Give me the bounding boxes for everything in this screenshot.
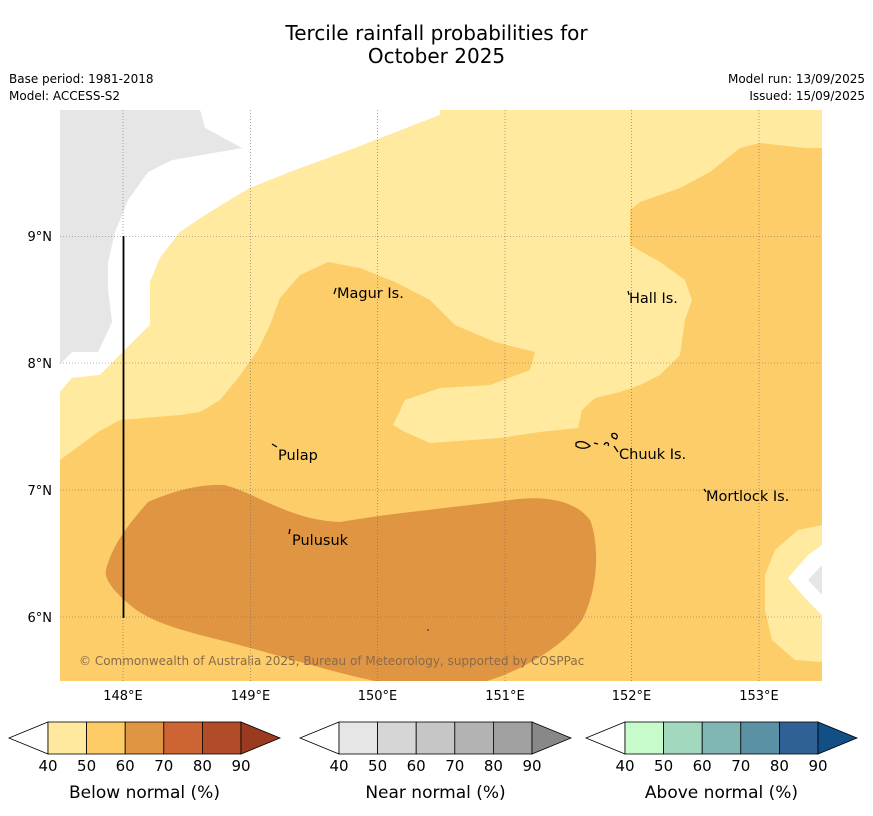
title-line-2: October 2025: [367, 44, 506, 68]
legend-tick-label: 50: [77, 757, 96, 775]
legend-tick-label: 80: [484, 757, 503, 775]
legend-tick-label: 80: [770, 757, 789, 775]
legend-tick-label: 60: [407, 757, 426, 775]
legend-tick-label: 40: [38, 757, 57, 775]
legend-underflow-triangle: [584, 721, 626, 755]
copyright-note: © Commonwealth of Australia 2025, Bureau…: [79, 654, 584, 668]
island-marks: [271, 287, 707, 535]
chuuk-island-1: [575, 440, 591, 449]
legend-below-normal: 40 50 60 70 80 90 Below normal (%): [7, 721, 282, 803]
mortlock-island-mark: [703, 488, 707, 493]
model-label: Model: ACCESS-S2: [9, 89, 121, 103]
region-white-right: [788, 545, 822, 615]
legend-color-box: [338, 721, 378, 755]
region-no-data: [60, 110, 242, 364]
legend-color-box: [415, 721, 456, 755]
legend-tick-label: 60: [693, 757, 712, 775]
legend-color-box: [377, 721, 417, 755]
legend-overflow-triangle: [531, 721, 573, 755]
legend-color-box: [663, 721, 703, 755]
legend-tick-label: 50: [654, 757, 673, 775]
legend-color-box: [454, 721, 494, 755]
legend-tick-label: 70: [731, 757, 750, 775]
legend-tick-label: 40: [615, 757, 634, 775]
legend-color-box: [492, 721, 533, 755]
legend-tick-label: 60: [116, 757, 135, 775]
legend-title: Above normal (%): [645, 783, 798, 803]
map-area: Magur Is. Hall Is. Pulap Chuuk Is. Mortl…: [60, 110, 822, 681]
x-tick-150: 150°E: [358, 689, 398, 704]
x-tick-151: 151°E: [485, 689, 525, 704]
x-tick-149: 149°E: [231, 689, 271, 704]
legend-tick-label: 50: [368, 757, 387, 775]
legend-title: Below normal (%): [69, 783, 220, 803]
legend-tick-label: 70: [154, 757, 173, 775]
legend-tick-label: 90: [808, 757, 827, 775]
legend-tick-label: 40: [329, 757, 348, 775]
x-tick-153: 153°E: [739, 689, 779, 704]
meta-right: Model run: 13/09/2025 Issued: 15/09/2025: [728, 71, 865, 105]
legend-near-normal: 40 50 60 70 80 90 Near normal (%): [298, 721, 573, 803]
pulap-island-mark: [271, 443, 278, 448]
place-label-pulap: Pulap: [278, 448, 318, 464]
chuuk-island-2: [593, 442, 599, 445]
place-label-pulusuk: Pulusuk: [292, 533, 349, 549]
legend-above-normal: 40 50 60 70 80 90 Above normal (%): [584, 721, 859, 803]
legend-color-box: [124, 721, 165, 755]
base-period-label: Base period: 1981-2018: [9, 72, 154, 86]
chuuk-island-4: [611, 432, 618, 440]
title-line-1: Tercile rainfall probabilities for: [285, 21, 588, 45]
region-no-data-right: [808, 565, 822, 595]
legend-color-box: [163, 721, 203, 755]
region-white-gap: [60, 110, 440, 392]
legend-color-box: [86, 721, 126, 755]
x-axis-ticks: 148°E 149°E 150°E 151°E 152°E 153°E: [103, 689, 779, 704]
meta-left: Base period: 1981-2018 Model: ACCESS-S2: [9, 71, 154, 105]
legend-overflow-triangle: [817, 721, 859, 755]
x-tick-148: 148°E: [103, 689, 143, 704]
y-axis-ticks: 9°N 8°N 7°N 6°N: [28, 230, 53, 626]
chuuk-island-3: [603, 442, 610, 447]
graticule: [60, 110, 822, 681]
place-label-magur: Magur Is.: [337, 286, 404, 302]
magur-island-mark: [333, 287, 337, 295]
place-label-mortlock: Mortlock Is.: [706, 489, 789, 505]
legend-color-box: [701, 721, 742, 755]
pulusuk-island-mark: [288, 528, 291, 535]
legend-color-box: [740, 721, 780, 755]
hall-island-mark: [627, 290, 630, 296]
legend-tick-label: 70: [445, 757, 464, 775]
y-tick-6n: 6°N: [28, 611, 53, 626]
legend-color-box: [779, 721, 819, 755]
legend-underflow-triangle: [298, 721, 340, 755]
y-tick-9n: 9°N: [28, 230, 53, 245]
y-tick-7n: 7°N: [28, 484, 53, 499]
x-tick-152: 152°E: [612, 689, 652, 704]
model-run-label: Model run: 13/09/2025: [727, 72, 865, 86]
legend-tick-label: 80: [193, 757, 212, 775]
legend-tick-label: 90: [231, 757, 250, 775]
legend-color-box: [624, 721, 664, 755]
legend-overflow-triangle: [240, 721, 282, 755]
legend-tick-label: 90: [522, 757, 541, 775]
issued-label: Issued: 15/09/2025: [749, 89, 865, 103]
legend-color-box: [201, 721, 242, 755]
legend-color-box: [47, 721, 87, 755]
legend-title: Near normal (%): [365, 783, 505, 803]
y-tick-8n: 8°N: [28, 357, 53, 372]
map-title: Tercile rainfall probabilities for Octob…: [0, 22, 873, 68]
region-below-60-70: [105, 484, 597, 681]
legend-underflow-triangle: [7, 721, 49, 755]
place-label-chuuk: Chuuk Is.: [619, 447, 686, 463]
chuuk-island-5: [613, 445, 619, 453]
place-label-hall: Hall Is.: [629, 291, 678, 307]
